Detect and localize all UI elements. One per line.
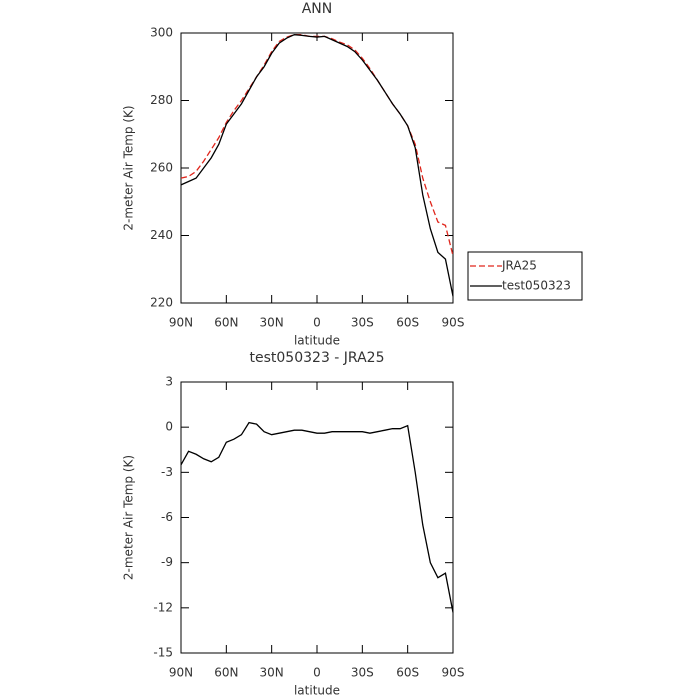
y-tick-label: 260 [150, 161, 173, 175]
x-tick-label: 30N [260, 316, 284, 330]
chart-title: ANN [302, 1, 333, 17]
x-tick-label: 90S [442, 666, 465, 680]
y-tick-label: 280 [150, 93, 173, 107]
legend-label: test050323 [502, 279, 571, 293]
y-tick-label: -15 [153, 646, 173, 660]
data-line [180, 34, 454, 297]
legend-box [467, 251, 583, 301]
x-tick-label: 30S [351, 316, 374, 330]
data-line [180, 34, 454, 256]
y-tick-label: -9 [161, 555, 173, 569]
y-axis-label: 2-meter Air Temp (K) [122, 105, 136, 230]
plot-frame [180, 381, 454, 654]
y-tick-label: -6 [161, 510, 173, 524]
x-tick-label: 0 [313, 316, 321, 330]
y-tick-label: 300 [150, 26, 173, 40]
chart-title: test050323 - JRA25 [250, 350, 385, 366]
data-line [180, 421, 454, 613]
x-tick-label: 30N [260, 666, 284, 680]
y-tick-label: 3 [165, 375, 173, 389]
x-tick-label: 30S [351, 666, 374, 680]
y-tick-label: -12 [153, 600, 173, 614]
x-tick-label: 90N [169, 316, 193, 330]
x-tick-label: 60S [396, 666, 419, 680]
x-tick-label: 60S [396, 316, 419, 330]
legend-label: JRA25 [501, 259, 537, 273]
plot-frame [180, 32, 454, 304]
y-tick-label: 0 [165, 420, 173, 434]
y-tick-label: 220 [150, 296, 173, 310]
y-tick-label: 240 [150, 228, 173, 242]
y-tick-label: -3 [161, 465, 173, 479]
x-tick-label: 90S [442, 316, 465, 330]
y-axis-label: 2-meter Air Temp (K) [122, 455, 136, 580]
x-tick-label: 60N [214, 666, 238, 680]
x-axis-label: latitude [294, 334, 340, 348]
x-tick-label: 0 [313, 666, 321, 680]
x-tick-label: 60N [214, 316, 238, 330]
x-axis-label: latitude [294, 684, 340, 698]
x-tick-label: 90N [169, 666, 193, 680]
